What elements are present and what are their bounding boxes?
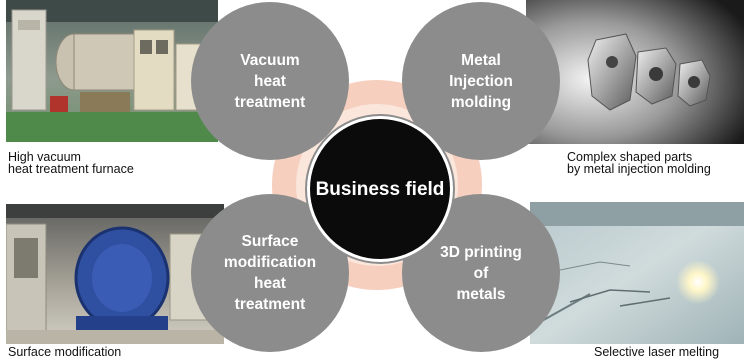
surface-furnace-photo (6, 204, 224, 344)
field-label-line: 3D printing (440, 243, 522, 261)
caption-mim-parts: Complex shaped parts by metal injection … (567, 150, 711, 176)
business-field-center: Business field (307, 116, 453, 262)
field-label-line: Injection (449, 72, 513, 90)
caption-laser-melting: Selective laser melting (594, 345, 720, 359)
caption-line: High vacuum (8, 150, 81, 164)
mim-parts-photo (526, 0, 744, 144)
center-label-line: field (405, 178, 445, 200)
field-label-line: Vacuum (240, 51, 300, 69)
laser-melting-photo (530, 202, 744, 344)
caption-surface-modification: Surface modification (8, 345, 122, 359)
vacuum-furnace-photo (6, 0, 218, 142)
field-label-line: metals (456, 285, 506, 303)
field-label-line: heat (254, 275, 286, 292)
caption-line: Surface modification (8, 345, 122, 359)
field-label-line: heat (254, 72, 286, 90)
center-label-line: Business (315, 178, 401, 200)
caption-line: Complex shaped parts (567, 150, 693, 164)
caption-vacuum-furnace: High vacuum heat treatment furnace (8, 150, 134, 176)
caption-line: heat treatment furnace (8, 162, 134, 176)
caption-line: by metal injection molding (567, 162, 711, 176)
caption-line: Selective laser melting (594, 345, 720, 359)
field-label-line: treatment (234, 93, 306, 111)
field-label-line: molding (450, 93, 512, 111)
field-label-line: of (473, 264, 489, 282)
field-label-line: modification (223, 254, 317, 271)
field-label-line: Metal (461, 51, 501, 69)
field-label-line: Surface (241, 233, 299, 250)
field-vacuum-heat-treatment: Vacuum heat treatment (191, 2, 349, 160)
field-label-line: treatment (234, 296, 306, 313)
